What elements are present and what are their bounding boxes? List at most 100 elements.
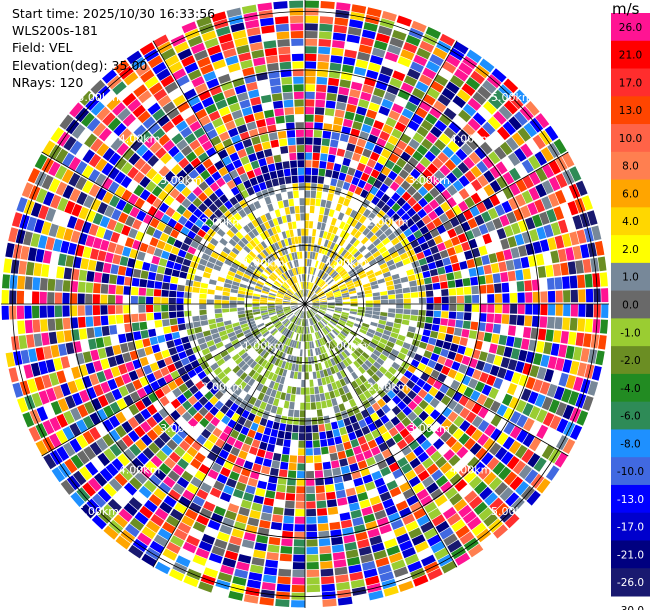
velocity-gate xyxy=(272,252,279,260)
velocity-gate xyxy=(338,141,348,150)
velocity-gate xyxy=(294,531,305,540)
velocity-gate xyxy=(170,276,179,284)
velocity-gate xyxy=(370,280,378,286)
velocity-gate xyxy=(416,126,429,138)
velocity-gate xyxy=(338,353,345,361)
velocity-gate xyxy=(186,446,198,458)
velocity-gate xyxy=(232,353,240,361)
velocity-gate xyxy=(197,356,207,365)
velocity-gate xyxy=(349,236,357,245)
velocity-gate xyxy=(443,533,458,547)
velocity-gate xyxy=(349,290,357,295)
velocity-gate xyxy=(291,276,296,284)
velocity-gate xyxy=(335,380,342,389)
velocity-gate xyxy=(356,106,367,116)
velocity-gate xyxy=(182,400,192,411)
velocity-gate xyxy=(206,494,219,505)
velocity-gate xyxy=(329,62,342,72)
velocity-gate xyxy=(269,347,276,355)
velocity-gate xyxy=(232,322,240,328)
velocity-gate xyxy=(548,176,561,192)
velocity-gate xyxy=(418,197,428,208)
velocity-gate xyxy=(289,339,294,347)
velocity-gate xyxy=(221,113,233,124)
velocity-gate xyxy=(305,129,313,137)
velocity-gate xyxy=(274,16,289,25)
velocity-gate xyxy=(274,341,281,349)
velocity-gate xyxy=(294,107,304,115)
velocity-gate xyxy=(299,356,303,365)
velocity-gate xyxy=(352,152,361,162)
velocity-gate xyxy=(278,469,288,478)
velocity-gate xyxy=(8,227,19,243)
velocity-gate xyxy=(316,409,323,417)
velocity-gate xyxy=(259,327,267,333)
velocity-gate xyxy=(517,304,525,315)
velocity-gate xyxy=(231,263,239,270)
velocity-gate xyxy=(240,323,249,329)
velocity-gate xyxy=(222,300,230,304)
velocity-gate xyxy=(367,356,376,365)
velocity-gate xyxy=(195,332,204,339)
velocity-gate xyxy=(224,550,239,561)
velocity-gate xyxy=(300,282,303,290)
velocity-gate xyxy=(526,490,541,506)
velocity-gate xyxy=(373,120,384,130)
velocity-gate xyxy=(195,163,206,175)
velocity-gate xyxy=(503,346,513,358)
velocity-gate xyxy=(306,334,309,342)
velocity-gate xyxy=(300,289,303,297)
velocity-gate xyxy=(313,316,318,323)
velocity-gate xyxy=(275,23,289,32)
velocity-gate xyxy=(460,221,471,232)
velocity-gate xyxy=(360,91,372,102)
velocity-gate xyxy=(67,380,78,394)
velocity-gate xyxy=(429,54,444,67)
velocity-gate xyxy=(522,175,534,189)
velocity-gate xyxy=(430,126,443,138)
colorbar-tick-label: -6.0 xyxy=(620,411,641,423)
velocity-gate xyxy=(248,153,258,163)
velocity-gate xyxy=(285,393,291,401)
velocity-gate xyxy=(282,301,290,304)
velocity-gate xyxy=(17,397,29,413)
velocity-gate xyxy=(387,135,399,146)
velocity-gate xyxy=(257,357,265,365)
velocity-gate xyxy=(318,310,326,314)
velocity-gate xyxy=(502,121,517,136)
velocity-gate xyxy=(333,273,340,280)
velocity-gate xyxy=(372,238,381,247)
velocity-gate xyxy=(479,294,487,303)
velocity-gate xyxy=(55,181,68,196)
velocity-gate xyxy=(198,152,209,163)
velocity-gate xyxy=(395,313,403,319)
velocity-gate xyxy=(483,397,495,409)
velocity-gate xyxy=(561,186,574,202)
velocity-gate xyxy=(164,403,176,414)
velocity-gate xyxy=(456,213,467,224)
velocity-gate xyxy=(483,332,493,343)
velocity-gate xyxy=(178,278,186,285)
velocity-gate xyxy=(446,197,457,208)
velocity-gate xyxy=(396,197,406,207)
velocity-gate xyxy=(518,349,528,362)
velocity-gate xyxy=(455,319,464,328)
velocity-gate xyxy=(542,428,555,443)
velocity-gate xyxy=(310,308,317,314)
velocity-gate xyxy=(418,291,426,298)
velocity-gate xyxy=(350,228,358,237)
velocity-gate xyxy=(257,2,273,12)
velocity-gate xyxy=(397,352,406,361)
velocity-gate xyxy=(456,446,469,459)
velocity-gate xyxy=(497,418,509,431)
velocity-gate xyxy=(312,304,320,307)
velocity-gate xyxy=(194,470,207,482)
velocity-gate xyxy=(381,448,393,459)
velocity-gate xyxy=(270,235,277,244)
velocity-gate xyxy=(96,371,107,383)
velocity-gate xyxy=(438,274,447,282)
velocity-gate xyxy=(318,262,323,270)
velocity-gate xyxy=(273,282,281,288)
velocity-gate xyxy=(507,152,521,167)
velocity-gate xyxy=(384,371,394,380)
